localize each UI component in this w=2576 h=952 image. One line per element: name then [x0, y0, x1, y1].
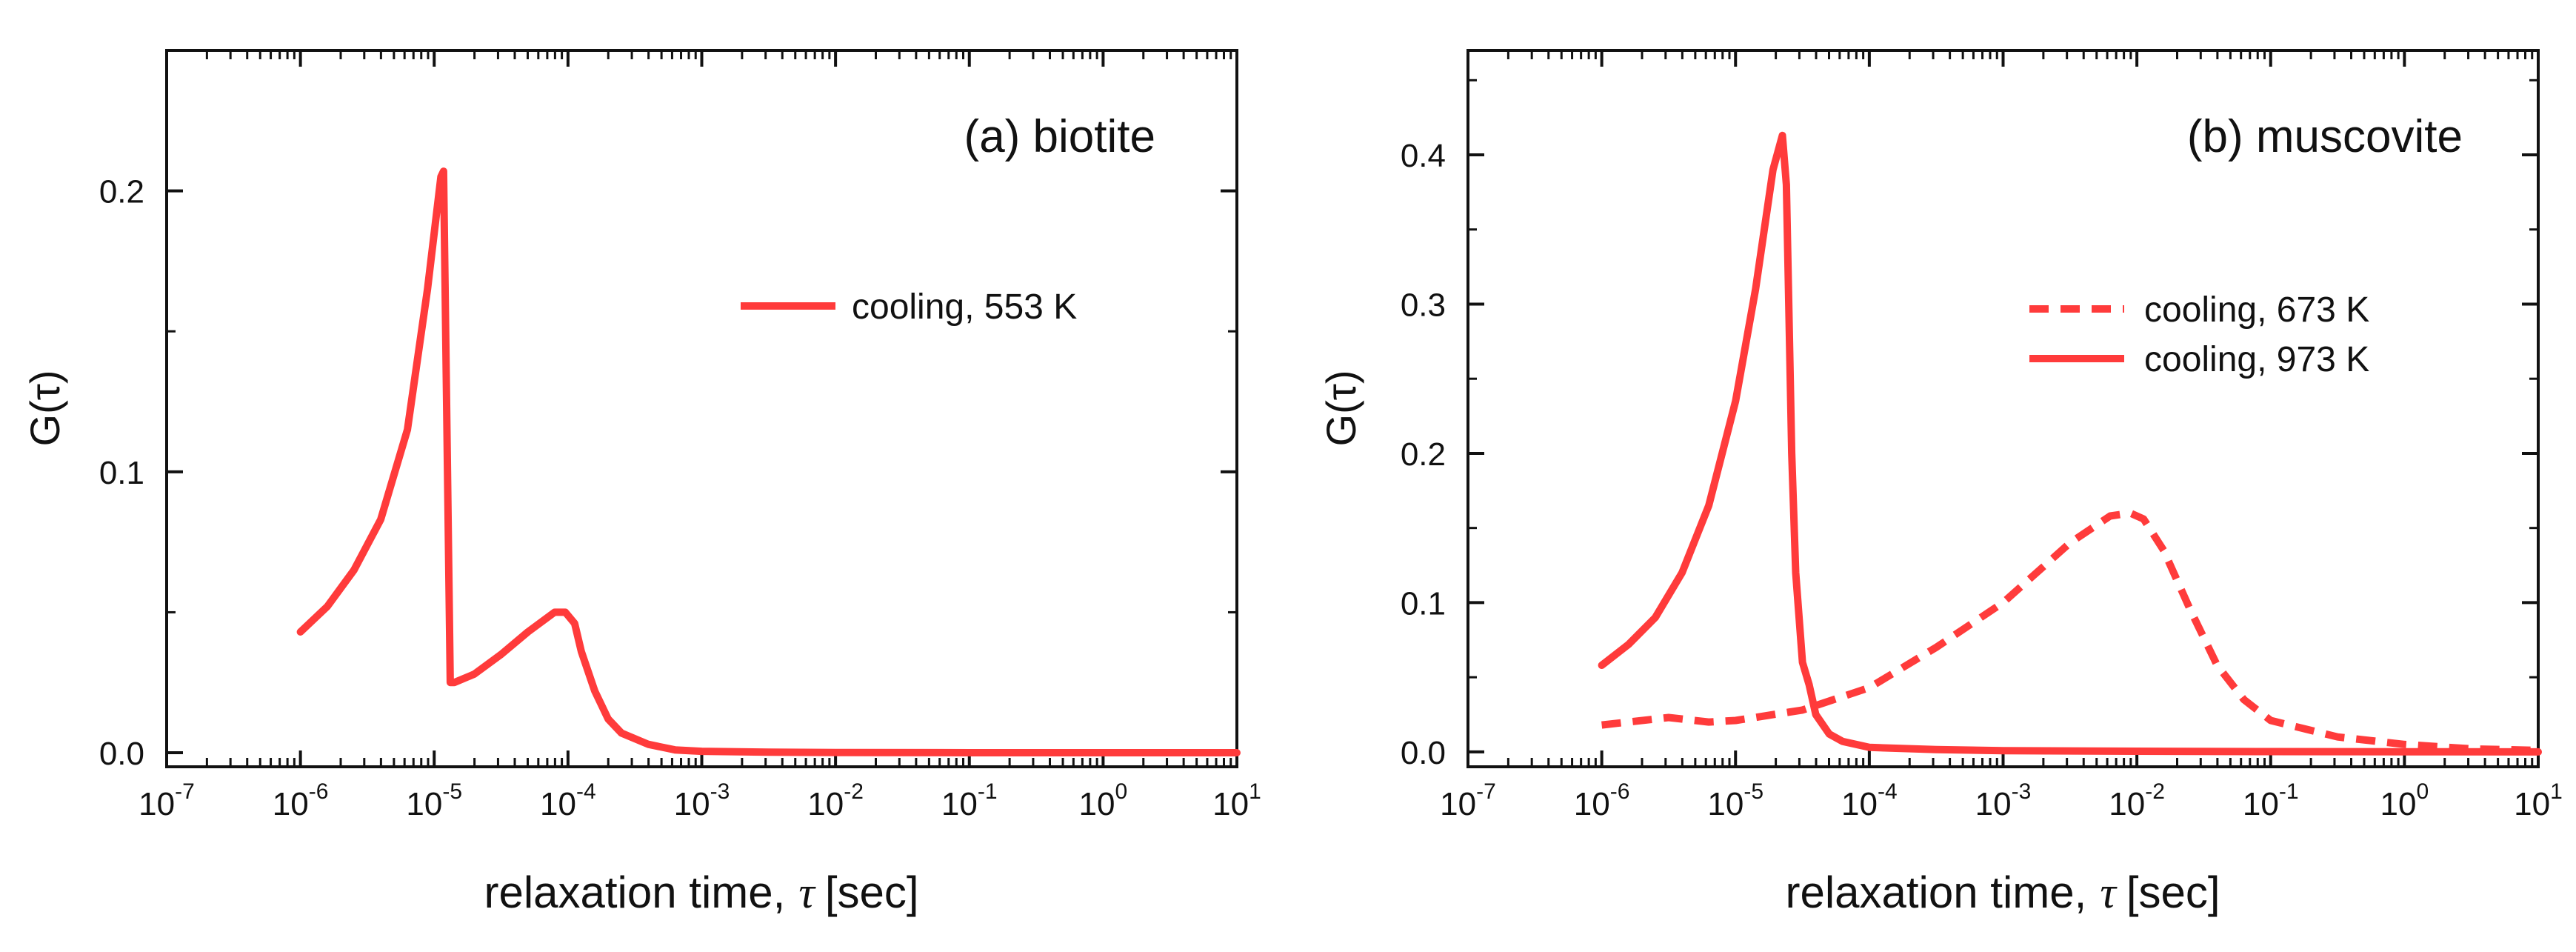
y-tick-label: 0.3	[1401, 287, 1446, 323]
x-tick-exponent: -3	[710, 779, 730, 804]
x-label-unit: [sec]	[825, 868, 919, 917]
panel-b-y-label: G(τ)	[1318, 370, 1364, 447]
x-tick-label: 10-7	[1440, 779, 1496, 822]
x-tick-exponent: -4	[576, 779, 596, 804]
x-tick-label: 10-6	[273, 779, 329, 822]
panel-b-muscovite: 10-7 10-6 10-5 10-4 10-3 10-2 10-1 100 101 0.00.…	[1318, 49, 2563, 917]
x-tick-label: 10-4	[1841, 779, 1898, 822]
x-tick-exponent: -6	[1610, 779, 1630, 804]
legend-label-553k: cooling, 553 K	[852, 287, 1077, 327]
x-label-tau: τ	[2100, 868, 2118, 917]
x-tick-base: 10	[1440, 786, 1476, 822]
x-tick-base: 10	[941, 786, 978, 822]
panel-a-legend: cooling, 553 K	[741, 287, 1077, 327]
x-tick-exponent: -2	[2145, 779, 2165, 804]
panel-a-biotite: 10-7 10-6 10-5 10-4 10-3 10-2 10-1 100 101 0.00.…	[21, 49, 1261, 917]
x-tick-base: 10	[1574, 786, 1610, 822]
x-tick-exponent: 1	[1249, 779, 1261, 804]
panel-b-label: (b) muscovite	[2187, 111, 2463, 162]
x-tick-base: 10	[1841, 786, 1878, 822]
x-tick-exponent: -7	[1476, 779, 1496, 804]
y-tick-label: 0.1	[1401, 585, 1446, 622]
panel-b-legend: cooling, 673 K cooling, 973 K	[2029, 290, 2369, 379]
panel-a-label: (a) biotite	[964, 111, 1155, 162]
panel-b-ticks	[1466, 50, 2540, 767]
x-tick-base: 10	[2243, 786, 2279, 822]
x-tick-exponent: -3	[2012, 779, 2032, 804]
x-label-text: relaxation time,	[1785, 868, 2086, 917]
x-tick-label: 101	[1212, 779, 1261, 822]
panel-b-x-label: relaxation time, τ [sec]	[1785, 868, 2220, 917]
x-tick-base: 10	[807, 786, 844, 822]
panel-a-y-label: G(τ)	[21, 370, 68, 447]
panel-b-series	[1598, 131, 2542, 756]
x-tick-exponent: -2	[844, 779, 864, 804]
x-label-text: relaxation time,	[484, 868, 785, 917]
x-tick-base: 10	[674, 786, 710, 822]
x-tick-exponent: -1	[978, 779, 998, 804]
panel-a-x-tick-labels: 10-7 10-6 10-5 10-4 10-3 10-2 10-1 100 101	[139, 779, 1261, 822]
x-tick-label: 10-4	[540, 779, 596, 822]
x-tick-base: 10	[273, 786, 309, 822]
x-tick-label: 10-5	[1707, 779, 1764, 822]
x-tick-label: 100	[2380, 779, 2429, 822]
x-tick-label: 10-1	[2243, 779, 2299, 822]
y-tick-label: 0.2	[1401, 436, 1446, 473]
x-tick-exponent: -5	[1744, 779, 1764, 804]
y-tick-label: 0.2	[99, 174, 144, 210]
series-line-solid	[296, 167, 1241, 756]
panel-b-y-tick-labels: 0.0 0.1 0.2 0.3 0.4	[1401, 138, 1446, 771]
x-tick-base: 10	[540, 786, 576, 822]
y-tick-label: 0.1	[99, 455, 144, 491]
x-tick-base: 10	[2514, 786, 2550, 822]
x-tick-exponent: -4	[1878, 779, 1898, 804]
x-label-tau: τ	[798, 868, 816, 917]
y-tick-label: 0.4	[1401, 138, 1446, 174]
x-tick-base: 10	[139, 786, 175, 822]
x-tick-exponent: -6	[309, 779, 329, 804]
x-tick-exponent: 1	[2550, 779, 2563, 804]
x-tick-label: 100	[1079, 779, 1128, 822]
x-tick-label: 10-1	[941, 779, 998, 822]
panel-a-y-tick-labels: 0.0 0.1 0.2	[99, 174, 144, 772]
legend-label-973k: cooling, 973 K	[2144, 340, 2369, 379]
legend-label-673k: cooling, 673 K	[2144, 290, 2369, 330]
x-tick-base: 10	[1707, 786, 1744, 822]
x-tick-base: 10	[2109, 786, 2145, 822]
x-tick-base: 10	[406, 786, 442, 822]
x-label-unit: [sec]	[2126, 868, 2220, 917]
x-tick-label: 10-2	[807, 779, 864, 822]
x-tick-label: 10-3	[1975, 779, 2032, 822]
x-tick-base: 10	[1212, 786, 1249, 822]
panel-b-x-tick-labels: 10-7 10-6 10-5 10-4 10-3 10-2 10-1 100 101	[1440, 779, 2563, 822]
x-tick-base: 10	[1975, 786, 2012, 822]
x-tick-label: 10-2	[2109, 779, 2165, 822]
x-tick-exponent: -1	[2279, 779, 2299, 804]
x-tick-exponent: -5	[442, 779, 462, 804]
x-tick-label: 10-7	[139, 779, 195, 822]
x-tick-exponent: 0	[2417, 779, 2429, 804]
y-tick-label: 0.0	[99, 736, 144, 772]
series-line-solid	[1598, 131, 2542, 756]
x-tick-label: 10-6	[1574, 779, 1630, 822]
x-tick-base: 10	[1079, 786, 1115, 822]
x-tick-base: 10	[2380, 786, 2417, 822]
panel-a-x-label: relaxation time, τ [sec]	[484, 868, 918, 917]
x-tick-label: 10-5	[406, 779, 462, 822]
y-tick-label: 0.0	[1401, 735, 1446, 771]
x-tick-exponent: -7	[175, 779, 195, 804]
x-tick-label: 101	[2514, 779, 2563, 822]
x-tick-exponent: 0	[1115, 779, 1128, 804]
series-line-dashed	[1601, 509, 2539, 754]
panel-a-series	[296, 167, 1241, 756]
x-tick-label: 10-3	[674, 779, 730, 822]
